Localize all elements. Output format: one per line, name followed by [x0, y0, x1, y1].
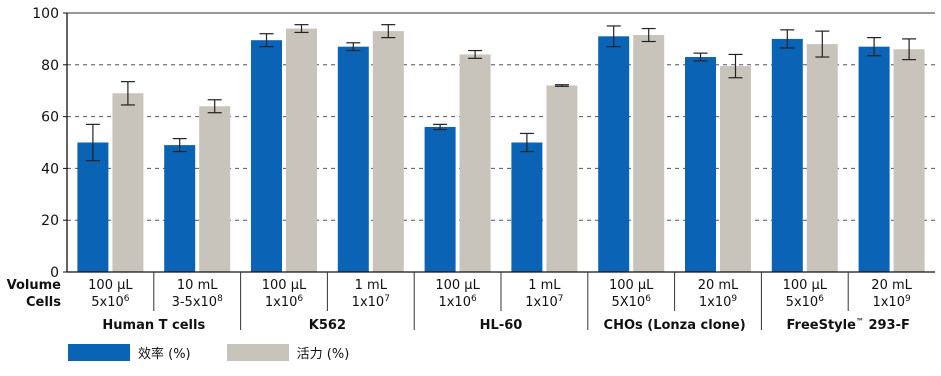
category-cells-label: 1x109	[699, 294, 738, 310]
row-label-cells: Cells	[26, 295, 61, 310]
bar-efficiency	[598, 36, 630, 273]
group-label: Human T cells	[102, 318, 205, 333]
category-cells-label: 1x107	[352, 294, 390, 310]
bar-viability	[893, 49, 925, 273]
bar-viability	[199, 106, 231, 273]
bar-viability	[633, 35, 665, 272]
bar-efficiency	[251, 40, 282, 272]
group-label: FreeStyle™ 293-F	[787, 317, 910, 333]
group-label: HL-60	[480, 318, 523, 333]
bar-efficiency	[424, 126, 456, 273]
bar-viability	[546, 85, 578, 273]
bar-viability	[112, 93, 144, 272]
legend-swatch-efficiency	[68, 344, 130, 361]
group-label: K562	[309, 318, 346, 333]
category-cells-label: 3-5x108	[172, 294, 223, 310]
bar-efficiency	[164, 145, 196, 272]
bar-efficiency	[511, 142, 543, 272]
legend-label-efficiency: 效率 (%)	[138, 347, 191, 362]
group-label: CHOs (Lonza clone)	[604, 318, 746, 333]
category-cells-label: 1x107	[525, 294, 563, 310]
legend-label-viability: 活力 (%)	[296, 347, 350, 362]
category-cells-label: 1x106	[438, 294, 477, 310]
y-tick-label: 0	[50, 265, 59, 281]
category-volume-label: 1 mL	[528, 278, 561, 293]
category-cells-label: 5x106	[91, 294, 130, 310]
category-cells-label: 5X106	[611, 294, 651, 310]
category-volume-label: 10 mL	[177, 278, 218, 293]
bar-efficiency	[771, 38, 803, 273]
category-volume-label: 100 µL	[783, 278, 828, 293]
row-label-volume: Volume	[7, 278, 62, 293]
category-volume-label: 100 µL	[609, 278, 654, 293]
category-cells-label: 5x106	[786, 294, 825, 310]
y-tick-label: 100	[32, 6, 59, 22]
category-volume-label: 1 mL	[355, 278, 388, 293]
y-tick-label: 60	[41, 110, 59, 126]
bar-viability	[372, 31, 404, 272]
bar-efficiency	[858, 46, 890, 272]
y-tick-label: 20	[41, 213, 59, 229]
bar-viability	[806, 44, 838, 272]
bar-efficiency	[77, 142, 109, 272]
category-cells-label: 1x109	[872, 294, 911, 310]
y-tick-label: 40	[41, 161, 59, 177]
legend: 效率 (%) 活力 (%)	[68, 343, 385, 362]
bar-efficiency	[337, 46, 369, 272]
category-volume-label: 100 µL	[262, 278, 307, 293]
legend-swatch-viability	[226, 344, 289, 361]
legend-item-efficiency: 效率 (%)	[68, 343, 191, 362]
legend-item-viability: 活力 (%)	[226, 343, 350, 362]
category-cells-label: 1x106	[265, 294, 304, 310]
bar-efficiency	[685, 57, 716, 272]
category-volume-label: 20 mL	[698, 278, 739, 293]
bar-viability	[720, 66, 751, 272]
category-volume-label: 100 µL	[435, 278, 480, 293]
bar-viability	[459, 54, 491, 272]
category-volume-label: 100 µL	[88, 278, 133, 293]
category-volume-label: 20 mL	[871, 278, 912, 293]
bar-viability	[286, 28, 317, 272]
y-tick-label: 80	[41, 58, 59, 74]
